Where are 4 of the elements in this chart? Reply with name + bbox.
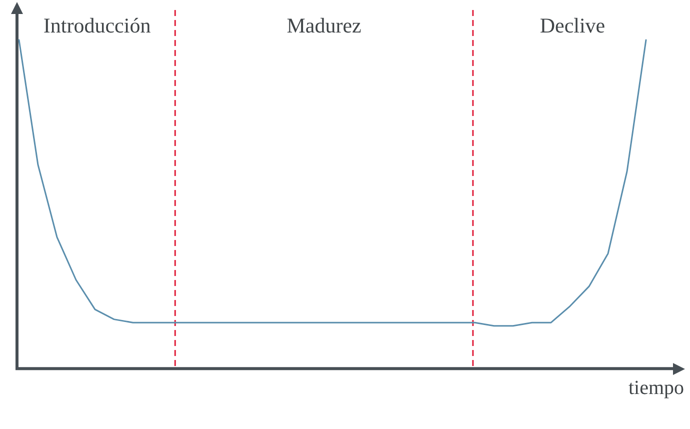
text: Madurez [286, 14, 362, 38]
text: Declive [540, 14, 606, 38]
x-axis-title: tiempo [628, 376, 684, 399]
text: Introducción [43, 14, 152, 38]
